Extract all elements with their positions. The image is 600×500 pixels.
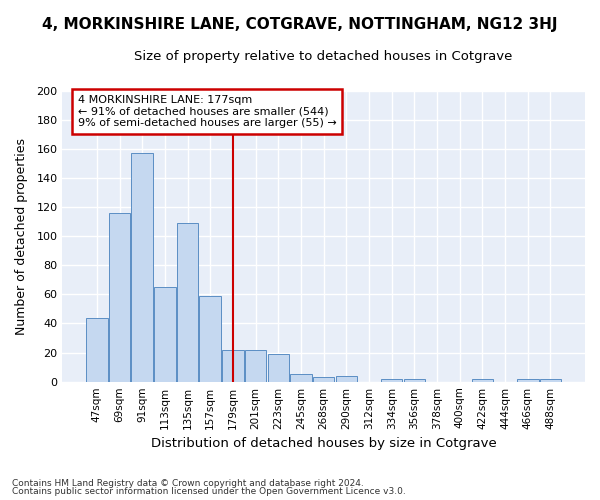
Bar — [539, 379, 561, 382]
Bar — [268, 354, 289, 382]
Bar — [222, 350, 244, 382]
Y-axis label: Number of detached properties: Number of detached properties — [15, 138, 28, 334]
Text: Contains HM Land Registry data © Crown copyright and database right 2024.: Contains HM Land Registry data © Crown c… — [12, 478, 364, 488]
Bar — [335, 376, 357, 382]
X-axis label: Distribution of detached houses by size in Cotgrave: Distribution of detached houses by size … — [151, 437, 497, 450]
Title: Size of property relative to detached houses in Cotgrave: Size of property relative to detached ho… — [134, 50, 513, 63]
Text: 4 MORKINSHIRE LANE: 177sqm
← 91% of detached houses are smaller (544)
9% of semi: 4 MORKINSHIRE LANE: 177sqm ← 91% of deta… — [78, 95, 337, 128]
Bar — [290, 374, 312, 382]
Text: Contains public sector information licensed under the Open Government Licence v3: Contains public sector information licen… — [12, 487, 406, 496]
Bar — [404, 379, 425, 382]
Bar — [517, 379, 539, 382]
Bar — [86, 318, 107, 382]
Bar — [381, 379, 403, 382]
Bar — [472, 379, 493, 382]
Bar — [177, 223, 199, 382]
Bar — [245, 350, 266, 382]
Bar — [109, 213, 130, 382]
Bar — [131, 153, 153, 382]
Bar — [313, 378, 334, 382]
Bar — [199, 296, 221, 382]
Bar — [154, 287, 176, 382]
Text: 4, MORKINSHIRE LANE, COTGRAVE, NOTTINGHAM, NG12 3HJ: 4, MORKINSHIRE LANE, COTGRAVE, NOTTINGHA… — [42, 18, 558, 32]
